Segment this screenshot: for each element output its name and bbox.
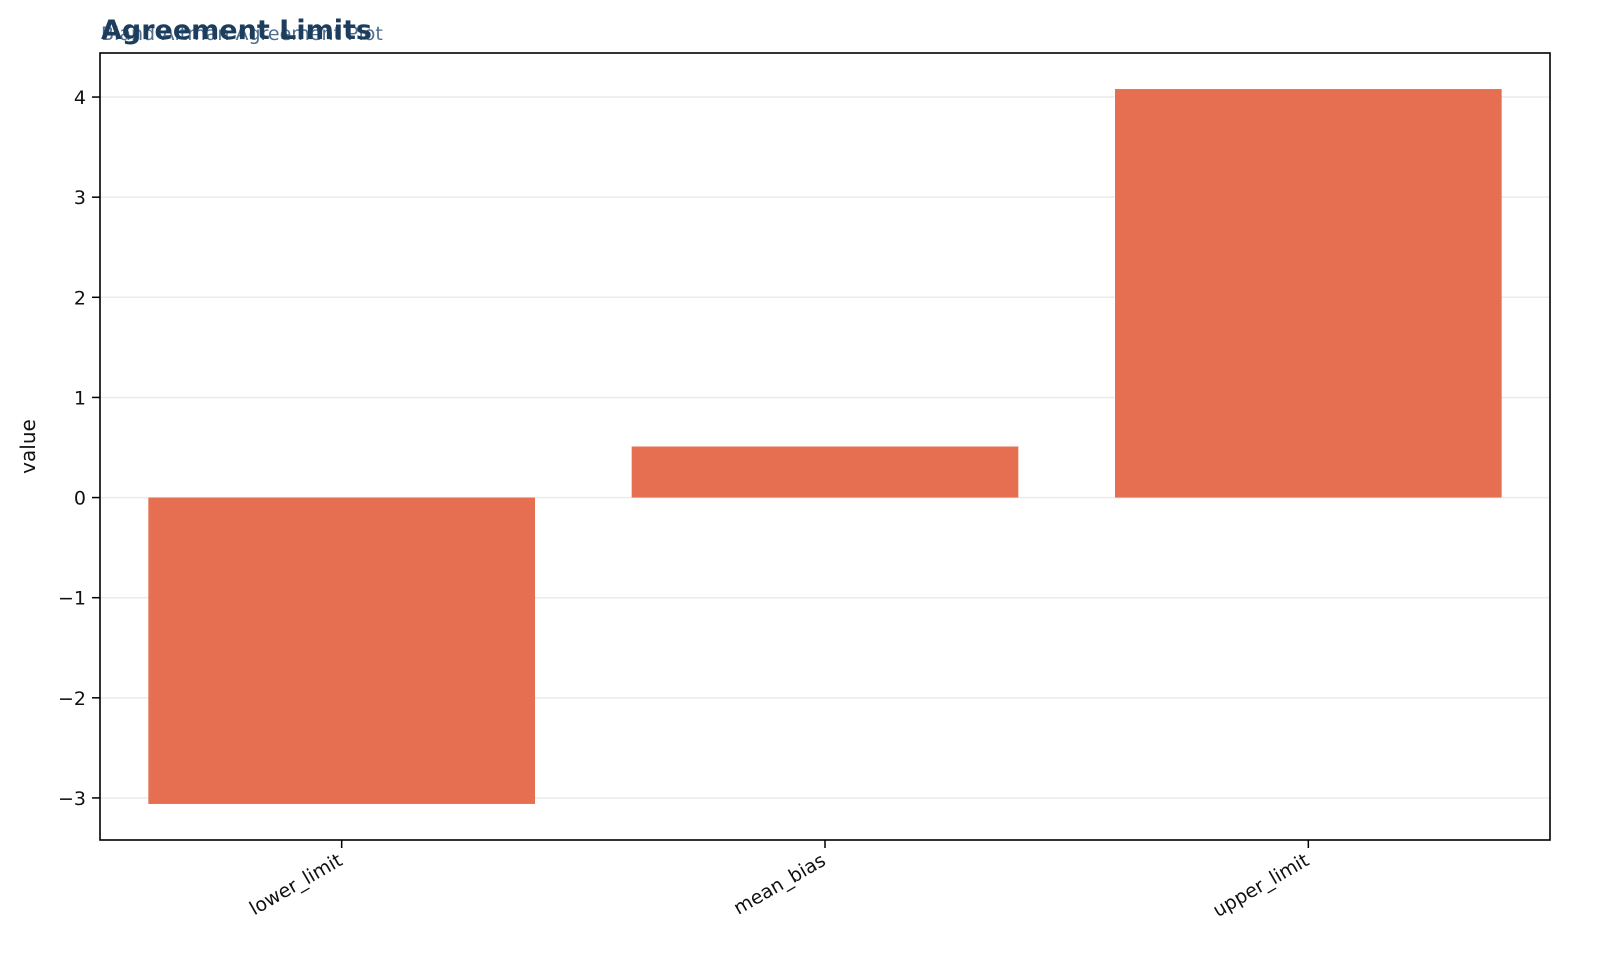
x-tick-label: upper_limit (1209, 849, 1313, 922)
chart-title: Agreement Limits (101, 15, 372, 46)
y-tick-label: −2 (58, 688, 86, 710)
chart-subtitle: Bland-Altman Agreement Plot (101, 23, 383, 45)
y-tick-label: 0 (74, 488, 86, 510)
y-tick-label: −1 (58, 588, 86, 610)
bar-mean-bias (631, 446, 1019, 498)
y-tick-label: 1 (74, 387, 86, 409)
y-tick-label: 4 (74, 87, 86, 109)
y-axis-label: value (16, 419, 40, 474)
y-tick-label: 3 (74, 187, 86, 209)
bar-upper-limit (1115, 89, 1502, 498)
y-tick-label: −3 (58, 788, 86, 810)
y-axis-ticks: −3 −2 −1 0 1 2 3 4 (58, 87, 100, 810)
x-tick-label: mean_bias (730, 849, 830, 919)
plot-frame (99, 52, 1551, 841)
y-tick-label: 2 (74, 287, 86, 309)
bars (148, 89, 1502, 804)
x-tick-label: lower_limit (246, 849, 346, 920)
bar-lower-limit (148, 497, 536, 804)
x-axis-ticks: lower_limit mean_bias upper_limit (246, 840, 1313, 922)
